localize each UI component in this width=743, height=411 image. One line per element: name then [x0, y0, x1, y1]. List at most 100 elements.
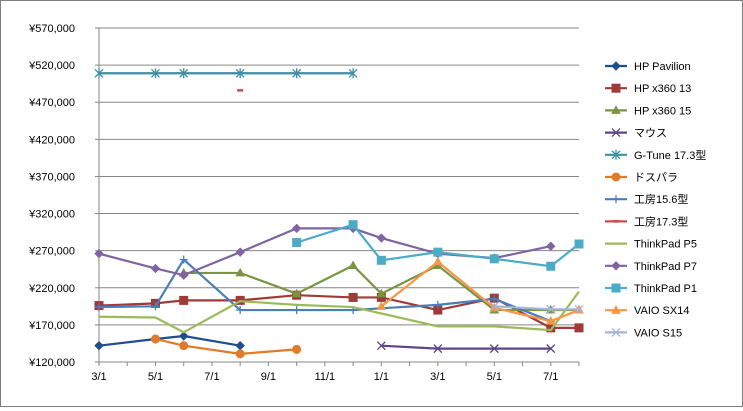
y-tick-label: ¥120,000 — [28, 357, 75, 369]
data-point — [546, 241, 556, 251]
legend-label: VAIO S15 — [634, 327, 682, 339]
series-line — [98, 227, 551, 277]
x-tick-label: 9/1 — [261, 371, 276, 383]
data-point — [433, 300, 442, 309]
data-point — [376, 341, 386, 351]
data-point — [179, 255, 188, 264]
data-point — [94, 68, 104, 79]
series-line — [381, 344, 551, 350]
data-point — [574, 323, 584, 333]
legend-entry: ThinkPad P1 — [605, 283, 697, 295]
data-point — [546, 304, 556, 314]
data-point — [235, 68, 245, 79]
data-point — [348, 68, 358, 79]
data-point — [489, 344, 499, 354]
data-point — [235, 247, 245, 257]
legend-label: ThinkPad P5 — [634, 239, 697, 251]
y-tick-label: ¥420,000 — [28, 134, 75, 146]
data-point — [235, 340, 245, 351]
data-point — [151, 302, 160, 311]
data-point — [150, 263, 161, 274]
marker-stroke — [433, 344, 443, 354]
marker-stroke — [611, 327, 621, 337]
legend-label: 工房17.3型 — [634, 214, 688, 228]
data-point — [545, 316, 556, 325]
data-point — [546, 261, 556, 271]
axes — [95, 27, 580, 366]
data-point — [150, 334, 160, 344]
data-point — [94, 340, 104, 351]
legend-marker — [611, 327, 621, 337]
legend-entry: HP x360 15 — [605, 105, 691, 117]
legend-label: HP Pavilion — [634, 61, 691, 73]
legend-entry: 工房15.6型 — [605, 192, 688, 206]
legend-entry: HP Pavilion — [605, 61, 691, 73]
series-line — [155, 337, 297, 355]
legend-marker — [611, 261, 621, 271]
y-tick-label: ¥320,000 — [28, 209, 75, 221]
data-point — [179, 341, 189, 351]
data-point — [546, 344, 556, 354]
marker-stroke — [489, 344, 499, 354]
data-point — [433, 344, 443, 354]
x-tick-label: 1/1 — [374, 371, 389, 383]
legend-label: 工房15.6型 — [634, 192, 688, 206]
data-point — [376, 301, 387, 310]
legend-label: ThinkPad P1 — [634, 283, 697, 295]
data-point — [236, 306, 245, 315]
data-point — [432, 256, 443, 266]
data-point — [574, 304, 584, 314]
legend: HP Pavilion HP x360 13 HP x360 15 マウス G-Tune… — [605, 61, 706, 339]
series-line — [98, 290, 580, 334]
data-point — [235, 267, 246, 277]
y-tick-label: ¥520,000 — [28, 60, 75, 72]
legend-marker — [611, 172, 621, 182]
legend-marker — [611, 61, 621, 71]
series-line — [98, 334, 241, 347]
legend-entry: ドスパラ — [605, 171, 678, 184]
marker-stroke — [574, 304, 584, 314]
data-point — [490, 294, 499, 303]
legend-entry: マウス — [605, 127, 667, 140]
data-point — [348, 220, 358, 230]
data-point — [376, 255, 386, 265]
marker-stroke — [546, 304, 556, 314]
data-point — [489, 301, 499, 311]
legend-marker — [611, 105, 621, 114]
legend-entry: VAIO S15 — [605, 327, 682, 339]
y-tick-label: ¥220,000 — [28, 283, 75, 295]
marker-stroke — [489, 301, 499, 311]
data-point — [348, 260, 358, 270]
series-line — [98, 257, 552, 323]
data-point — [178, 331, 189, 341]
data-point — [178, 270, 189, 280]
y-axis-tick-labels: ¥120,000 ¥170,000 ¥220,000 ¥270,000 ¥320,000… — [28, 23, 75, 369]
legend-entry: ThinkPad P5 — [605, 239, 697, 251]
legend-label: G-Tune 17.3型 — [634, 148, 706, 162]
series-6 — [95, 255, 555, 326]
data-point — [291, 223, 302, 234]
gridlines — [99, 27, 579, 326]
legend-marker — [611, 283, 621, 293]
legend-marker — [611, 83, 621, 93]
y-tick-label: ¥270,000 — [28, 246, 75, 258]
series-4 — [94, 68, 358, 79]
data-point — [291, 288, 302, 298]
series-group — [94, 68, 584, 359]
x-tick-label: 7/1 — [204, 371, 219, 383]
legend-entry: 工房17.3型 — [605, 214, 688, 228]
data-point — [292, 344, 302, 354]
data-point — [292, 238, 302, 248]
data-point — [179, 68, 189, 79]
legend-marker — [612, 195, 620, 204]
y-tick-label: ¥570,000 — [28, 23, 75, 35]
x-tick-label: 7/1 — [543, 371, 558, 383]
legend-marker — [611, 149, 621, 160]
x-tick-label: 11/1 — [315, 371, 336, 383]
data-point — [179, 295, 189, 305]
series-12 — [489, 301, 584, 314]
series-10 — [292, 220, 584, 271]
data-point — [376, 233, 387, 243]
y-tick-label: ¥370,000 — [28, 171, 75, 183]
